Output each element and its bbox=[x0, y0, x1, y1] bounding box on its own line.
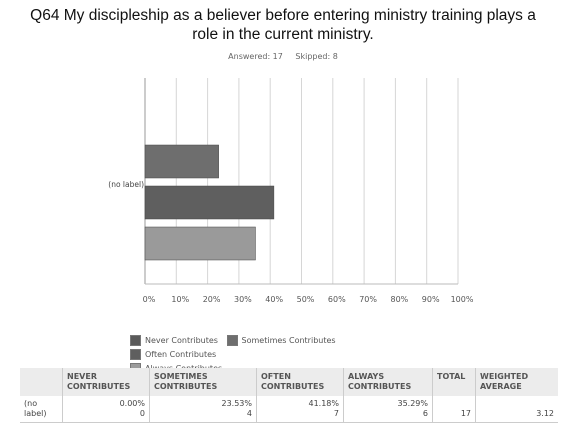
cell-weighted-average: 3.12 bbox=[475, 396, 558, 423]
cell-sometimes-count: 4 bbox=[246, 409, 252, 418]
table-header-total: TOTAL bbox=[432, 368, 476, 396]
cell-total: 17 bbox=[432, 396, 476, 423]
bar-always-contributes bbox=[144, 226, 256, 261]
table-header-often: OFTEN CONTRIBUTES bbox=[256, 368, 344, 396]
results-table: NEVER CONTRIBUTES SOMETIMES CONTRIBUTES … bbox=[20, 368, 558, 423]
row-label: (no label) bbox=[20, 396, 63, 423]
bar-sometimes-contributes bbox=[144, 144, 219, 179]
cell-never: 0.00% 0 bbox=[62, 396, 150, 423]
table-header-row: NEVER CONTRIBUTES SOMETIMES CONTRIBUTES … bbox=[20, 368, 558, 396]
x-tick-label: 0% bbox=[143, 295, 156, 304]
legend-item-never[interactable]: Never Contributes bbox=[130, 334, 218, 347]
x-tick-label: 100% bbox=[451, 295, 474, 304]
legend-swatch-never bbox=[130, 335, 141, 346]
legend-label-often: Often Contributes bbox=[145, 350, 217, 359]
x-tick-label: 60% bbox=[328, 295, 346, 304]
legend-swatch-often bbox=[130, 349, 141, 360]
x-tick-label: 90% bbox=[422, 295, 440, 304]
category-label: (no label) bbox=[108, 180, 144, 189]
legend-label-never: Never Contributes bbox=[145, 336, 218, 345]
table-header-never: NEVER CONTRIBUTES bbox=[62, 368, 150, 396]
legend-label-sometimes: Sometimes Contributes bbox=[241, 336, 336, 345]
x-tick-label: 10% bbox=[171, 295, 189, 304]
x-tick-label: 30% bbox=[234, 295, 252, 304]
legend-item-sometimes[interactable]: Sometimes Contributes bbox=[226, 334, 336, 347]
cell-always-pct: 35.29% bbox=[397, 399, 428, 408]
cell-often: 41.18% 7 bbox=[256, 396, 344, 423]
table-header-always: ALWAYS CONTRIBUTES bbox=[343, 368, 433, 396]
cell-sometimes: 23.53% 4 bbox=[149, 396, 257, 423]
table-header-weighted-average: WEIGHTED AVERAGE bbox=[475, 368, 558, 396]
legend-item-often[interactable]: Often Contributes bbox=[130, 348, 216, 361]
table-row: (no label) 0.00% 0 23.53% 4 41.18% 7 35.… bbox=[20, 396, 558, 423]
bar-often-contributes bbox=[144, 185, 275, 220]
x-tick-label: 50% bbox=[297, 295, 315, 304]
cell-never-count: 0 bbox=[139, 409, 145, 418]
x-tick-label: 80% bbox=[391, 295, 409, 304]
cell-sometimes-pct: 23.53% bbox=[221, 399, 252, 408]
legend-swatch-sometimes bbox=[226, 335, 238, 346]
cell-always-count: 6 bbox=[422, 409, 428, 418]
table-header-sometimes: SOMETIMES CONTRIBUTES bbox=[149, 368, 257, 396]
cell-never-pct: 0.00% bbox=[119, 399, 145, 408]
cell-often-count: 7 bbox=[333, 409, 339, 418]
chart-title: Q64 My discipleship as a believer before… bbox=[0, 6, 566, 44]
response-summary: Answered: 17 Skipped: 8 bbox=[0, 52, 566, 61]
x-tick-label: 70% bbox=[359, 295, 377, 304]
chart-title-line-2: role in the current ministry. bbox=[192, 26, 374, 43]
bar-chart: 0% 10% 20% 30% 40% 50% 60% 70% 80% 90% 100% (no lab… bbox=[108, 78, 474, 304]
cell-always: 35.29% 6 bbox=[343, 396, 433, 423]
chart-title-line-1: Q64 My discipleship as a believer before… bbox=[30, 7, 536, 24]
answered-count: Answered: 17 bbox=[228, 52, 283, 61]
skipped-count: Skipped: 8 bbox=[295, 52, 338, 61]
table-header-blank bbox=[20, 368, 63, 396]
x-tick-label: 40% bbox=[265, 295, 283, 304]
x-tick-label: 20% bbox=[203, 295, 221, 304]
cell-often-pct: 41.18% bbox=[308, 399, 339, 408]
